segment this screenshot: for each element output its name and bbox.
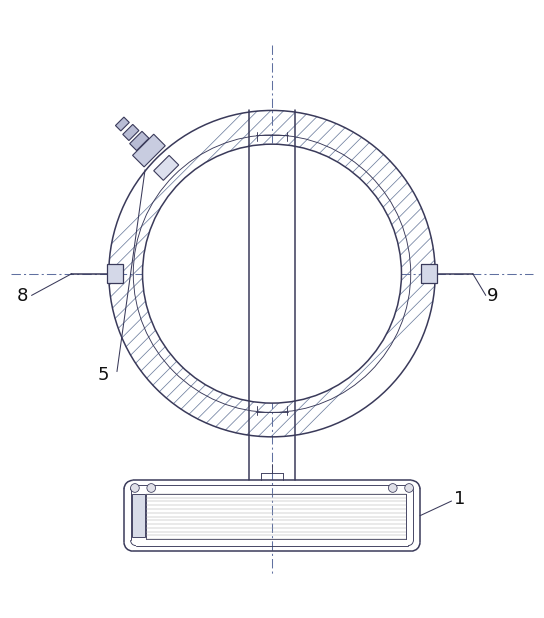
Polygon shape <box>123 124 139 140</box>
Circle shape <box>405 484 413 493</box>
Bar <box>421 265 437 283</box>
Text: 9: 9 <box>487 287 498 305</box>
Circle shape <box>143 144 401 403</box>
Text: 8: 8 <box>16 287 28 305</box>
Bar <box>107 265 123 283</box>
Bar <box>132 494 145 538</box>
Polygon shape <box>129 131 149 151</box>
Circle shape <box>147 484 156 493</box>
Text: 1: 1 <box>454 489 466 508</box>
Text: 5: 5 <box>98 366 109 384</box>
Polygon shape <box>115 117 129 131</box>
Circle shape <box>131 484 139 493</box>
Polygon shape <box>133 134 165 167</box>
Circle shape <box>388 484 397 493</box>
Polygon shape <box>154 155 179 180</box>
